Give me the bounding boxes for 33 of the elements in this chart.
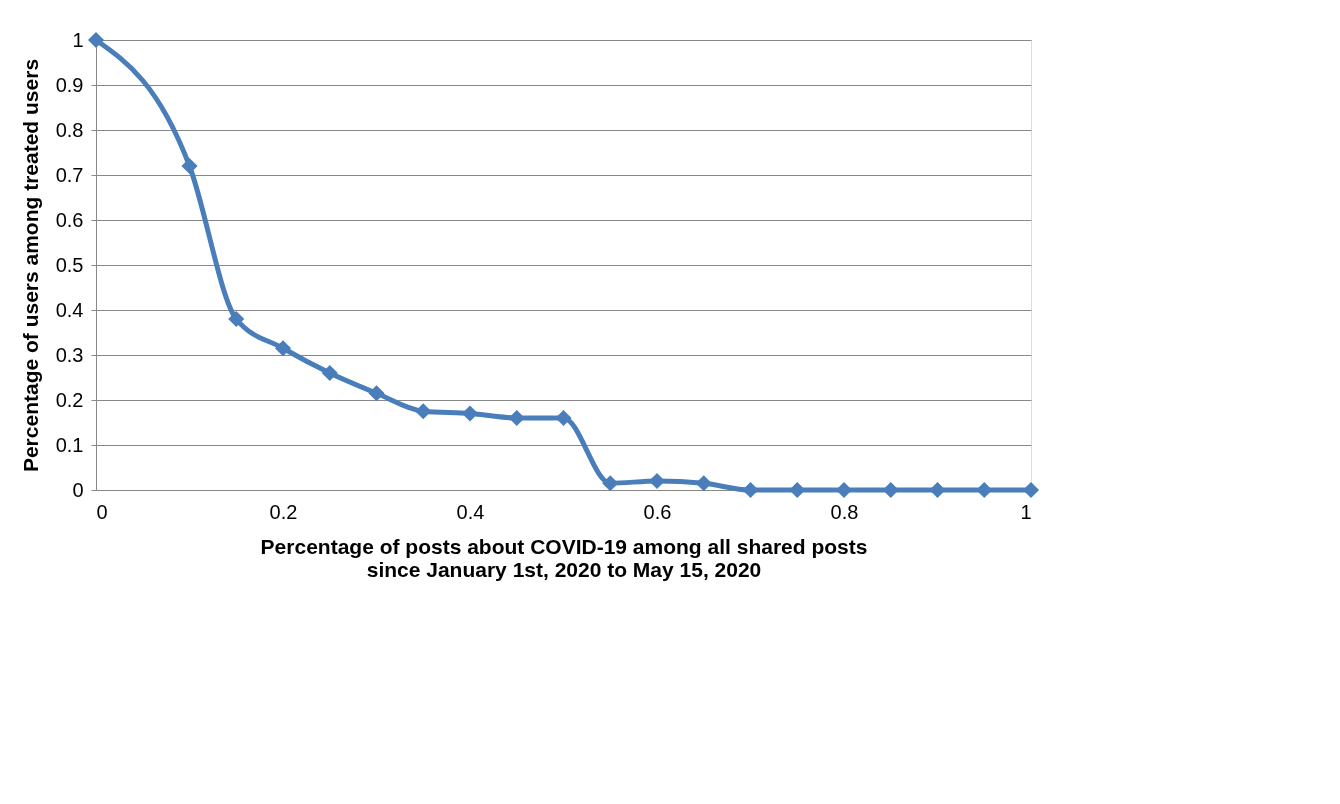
y-tick-label: 0 (72, 478, 84, 501)
y-tick-label: 0.1 (55, 433, 84, 456)
point (602, 475, 619, 492)
point (228, 310, 245, 328)
x-tick-label: 0.6 (643, 500, 672, 523)
y-tick-label: 1 (72, 28, 84, 51)
y-tick-label: 0.5 (55, 253, 84, 276)
y-tick-label: 0.9 (55, 73, 84, 96)
point (181, 157, 198, 175)
y-tick-label: 0.2 (55, 388, 84, 411)
y-tick-label: 0.7 (55, 163, 84, 186)
x-tick-label: 0 (96, 500, 108, 523)
y-tick-label: 0.4 (55, 298, 84, 321)
point (461, 405, 479, 422)
point (742, 481, 759, 499)
x-tick-label: 0.8 (830, 500, 859, 523)
y-tick-label: 0.3 (55, 343, 84, 366)
x-tick-label: 1 (1020, 500, 1032, 523)
x-axis-title: Percentage of posts about COVID-19 among all shared posts since January 1st, 2020 to May 15, 2020 (260, 534, 868, 581)
point (929, 481, 946, 499)
point (508, 409, 525, 427)
point (87, 31, 105, 49)
point (695, 475, 712, 492)
point (368, 385, 385, 402)
y-tick-label: 0.6 (55, 208, 84, 231)
point (415, 403, 432, 420)
point (555, 409, 572, 427)
point (274, 340, 292, 357)
x-tick-label: 0.2 (269, 500, 298, 523)
x-tick-label: 0.4 (456, 500, 485, 523)
point (321, 364, 338, 382)
y-tick-label: 0.8 (55, 118, 84, 141)
y-axis-title: Percentage of users among treated users (18, 58, 42, 473)
